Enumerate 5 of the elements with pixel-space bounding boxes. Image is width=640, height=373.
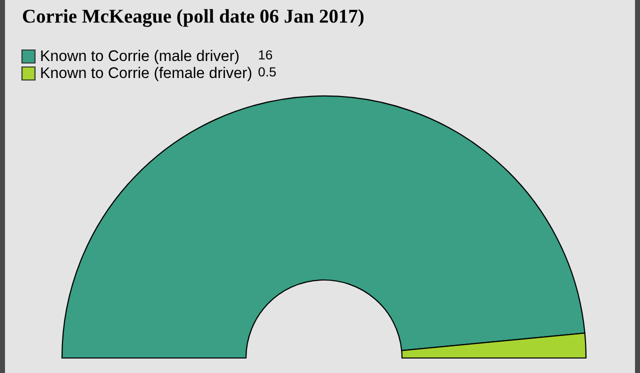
- legend-label: Known to Corrie (female driver): [41, 66, 252, 82]
- legend-label: Known to Corrie (male driver): [41, 50, 239, 64]
- data-label: 16: [259, 50, 272, 60]
- chart-title: Corrie McKeague (poll date 06 Jan 2017): [22, 9, 364, 27]
- data-label: 0.5: [258, 67, 276, 77]
